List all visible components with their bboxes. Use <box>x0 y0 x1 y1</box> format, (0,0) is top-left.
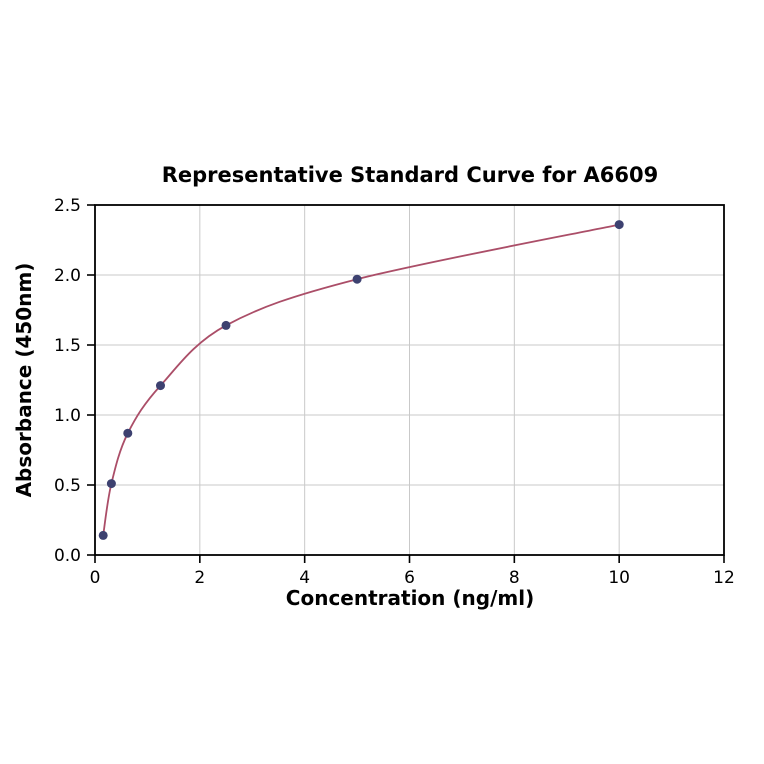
x-tick-label: 8 <box>509 568 520 588</box>
x-tick-label: 0 <box>90 568 101 588</box>
y-tick-label: 1.5 <box>54 336 81 356</box>
y-tick-label: 2.5 <box>54 196 81 216</box>
x-tick-label: 10 <box>608 568 630 588</box>
data-point-marker <box>352 274 362 284</box>
y-axis-label-text: Absorbance (450nm) <box>12 262 36 498</box>
chart-title: Representative Standard Curve for A6609 <box>161 163 659 187</box>
data-point-marker <box>156 381 165 391</box>
data-point-marker <box>123 428 133 438</box>
y-tick-label: 0.0 <box>54 546 81 566</box>
data-point-marker <box>221 320 231 330</box>
data-point-marker <box>98 530 108 540</box>
x-tick-label: 12 <box>713 568 735 588</box>
x-tick-label: 2 <box>194 568 205 588</box>
fitted-curve <box>102 223 620 536</box>
data-point-marker <box>106 479 116 489</box>
x-tick-label: 4 <box>299 568 310 588</box>
data-point-marker <box>614 220 624 230</box>
x-tick-label: 6 <box>404 568 415 588</box>
x-axis-label: Concentration (ng/ml) <box>285 586 535 610</box>
y-tick-label: 1.0 <box>54 406 81 426</box>
y-tick-label: 2.0 <box>54 266 81 286</box>
y-tick-label: 0.5 <box>54 476 81 496</box>
